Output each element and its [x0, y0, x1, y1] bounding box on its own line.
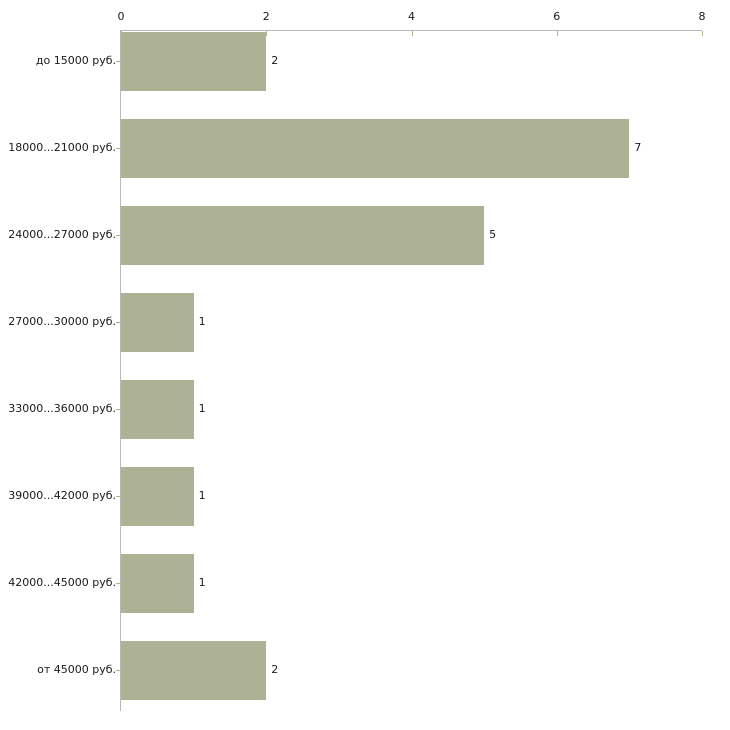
category-label: от 45000 руб.: [37, 663, 116, 676]
x-axis-tick: [702, 31, 703, 36]
bar[interactable]: [121, 640, 267, 700]
x-axis-tick: [411, 31, 413, 36]
y-axis-tick: [116, 670, 121, 671]
category-label: 24000...27000 руб.: [8, 228, 116, 241]
category-label: 39000...42000 руб.: [8, 489, 116, 502]
bar[interactable]: [121, 379, 194, 439]
bar[interactable]: [121, 292, 194, 352]
bar[interactable]: [121, 31, 267, 91]
category-label: 27000...30000 руб.: [8, 315, 116, 328]
bar[interactable]: [121, 118, 630, 178]
y-axis-tick: [116, 148, 121, 149]
y-axis-tick: [116, 322, 121, 323]
bar-value-label: 1: [198, 402, 206, 415]
x-axis-tick-label: 6: [553, 10, 561, 23]
y-axis-tick: [116, 61, 121, 62]
bar-value-label: 2: [271, 663, 279, 676]
bar[interactable]: [121, 553, 194, 613]
bar[interactable]: [121, 466, 194, 526]
x-axis-tick-label: 0: [117, 10, 125, 23]
bar[interactable]: [121, 205, 485, 265]
bar-value-label: 7: [634, 141, 642, 154]
category-label: 33000...36000 руб.: [8, 402, 116, 415]
x-axis-line: [121, 30, 702, 31]
x-axis-tick-label: 8: [698, 10, 706, 23]
y-axis-tick: [116, 409, 121, 410]
category-label: 42000...45000 руб.: [8, 576, 116, 589]
bar-value-label: 5: [489, 228, 497, 241]
bar-value-label: 1: [198, 576, 206, 589]
bar-value-label: 2: [271, 54, 279, 67]
x-axis-tick-label: 2: [262, 10, 270, 23]
category-label: 18000...21000 руб.: [8, 141, 116, 154]
y-axis-line: [120, 30, 121, 711]
y-axis-tick: [116, 583, 121, 584]
x-axis-tick: [556, 31, 558, 36]
y-axis-tick: [116, 496, 121, 497]
y-axis-tick: [116, 235, 121, 236]
x-axis-tick: [266, 31, 268, 36]
bar-value-label: 1: [198, 315, 206, 328]
x-axis-tick-label: 4: [408, 10, 415, 23]
category-label: до 15000 руб.: [35, 54, 116, 67]
bar-value-label: 1: [198, 489, 206, 502]
